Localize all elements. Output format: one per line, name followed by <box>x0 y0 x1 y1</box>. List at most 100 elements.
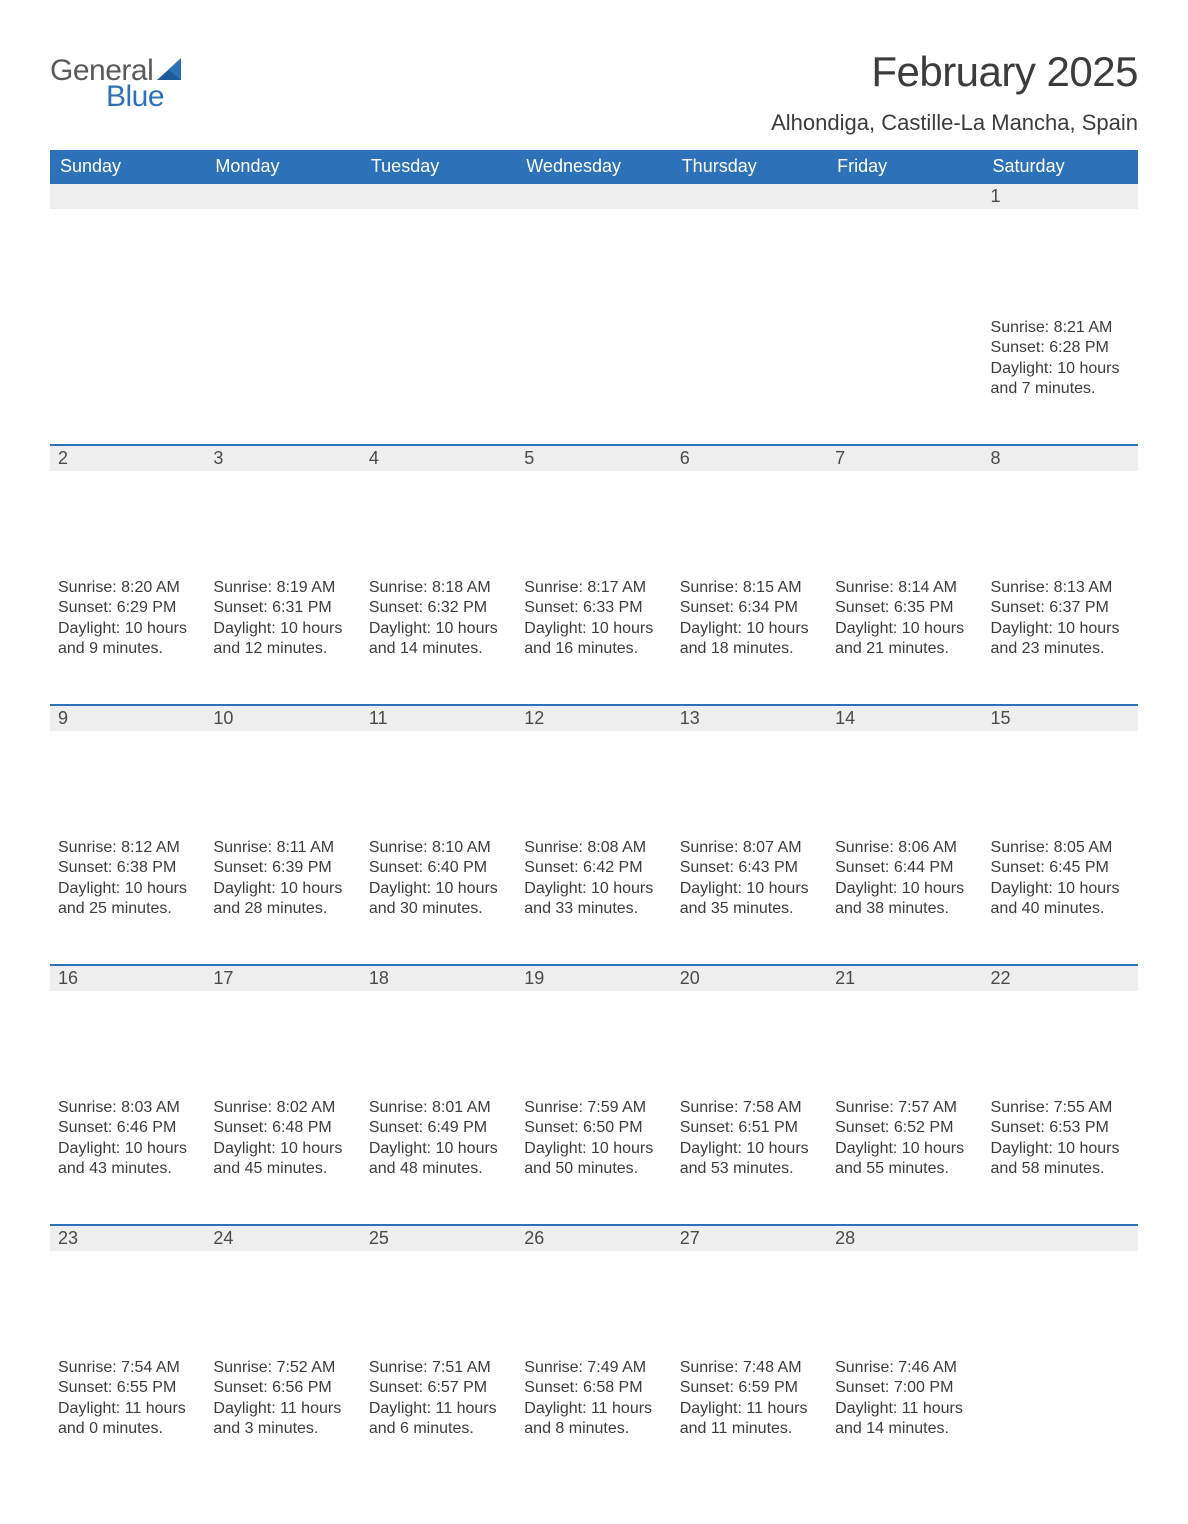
sunrise-line: Sunrise: 8:19 AM <box>213 578 352 598</box>
day-cell <box>672 314 827 444</box>
location: Alhondiga, Castille-La Mancha, Spain <box>771 110 1138 136</box>
daynum-cell: 20 <box>672 964 827 1094</box>
sunset-line: Sunset: 6:32 PM <box>369 598 508 618</box>
daynum-bar: 7 <box>827 444 982 471</box>
daynum-cell: 28 <box>827 1224 982 1354</box>
sunrise-line: Sunrise: 7:55 AM <box>991 1098 1130 1118</box>
sunset-line: Sunset: 6:55 PM <box>58 1378 197 1398</box>
day-details: Sunrise: 8:21 AMSunset: 6:28 PMDaylight:… <box>983 314 1138 414</box>
weekday-header: Wednesday <box>516 150 671 184</box>
daynum-cell: 24 <box>205 1224 360 1354</box>
week-details-row: Sunrise: 8:03 AMSunset: 6:46 PMDaylight:… <box>50 1094 1138 1224</box>
daylight-line: Daylight: 10 hours and 50 minutes. <box>524 1139 663 1180</box>
day-cell: Sunrise: 8:19 AMSunset: 6:31 PMDaylight:… <box>205 574 360 704</box>
daynum-cell: 5 <box>516 444 671 574</box>
day-details: Sunrise: 8:19 AMSunset: 6:31 PMDaylight:… <box>205 574 360 674</box>
day-cell: Sunrise: 8:01 AMSunset: 6:49 PMDaylight:… <box>361 1094 516 1224</box>
day-details: Sunrise: 8:08 AMSunset: 6:42 PMDaylight:… <box>516 834 671 934</box>
sunset-line: Sunset: 6:53 PM <box>991 1118 1130 1138</box>
sunrise-line: Sunrise: 7:51 AM <box>369 1358 508 1378</box>
day-cell <box>516 314 671 444</box>
day-cell: Sunrise: 7:51 AMSunset: 6:57 PMDaylight:… <box>361 1354 516 1484</box>
week-daynum-row: 9101112131415 <box>50 704 1138 834</box>
sunrise-line: Sunrise: 8:01 AM <box>369 1098 508 1118</box>
weekday-header: Tuesday <box>361 150 516 184</box>
sunrise-line: Sunrise: 8:12 AM <box>58 838 197 858</box>
daylight-line: Daylight: 10 hours and 18 minutes. <box>680 619 819 660</box>
daynum-bar <box>205 184 360 209</box>
day-cell: Sunrise: 8:03 AMSunset: 6:46 PMDaylight:… <box>50 1094 205 1224</box>
day-cell: Sunrise: 7:57 AMSunset: 6:52 PMDaylight:… <box>827 1094 982 1224</box>
day-details: Sunrise: 8:14 AMSunset: 6:35 PMDaylight:… <box>827 574 982 674</box>
daynum-bar: 16 <box>50 964 205 991</box>
week-details-row: Sunrise: 8:20 AMSunset: 6:29 PM Daylight:… <box>50 574 1138 704</box>
week-details-row: Sunrise: 7:54 AMSunset: 6:55 PMDaylight:… <box>50 1354 1138 1484</box>
sunset-line: Sunset: 6:52 PM <box>835 1118 974 1138</box>
sunset-line: Sunset: 6:29 PM <box>58 598 197 618</box>
daynum-bar: 25 <box>361 1224 516 1251</box>
day-details: Sunrise: 7:49 AMSunset: 6:58 PMDaylight:… <box>516 1354 671 1454</box>
daylight-line: Daylight: 10 hours and 35 minutes. <box>680 879 819 920</box>
day-cell: Sunrise: 7:48 AMSunset: 6:59 PMDaylight:… <box>672 1354 827 1484</box>
daynum-cell: 25 <box>361 1224 516 1354</box>
weekday-header: Friday <box>827 150 982 184</box>
day-cell: Sunrise: 8:20 AMSunset: 6:29 PMDaylight:… <box>50 574 205 704</box>
day-details: Sunrise: 8:18 AMSunset: 6:32 PMDaylight:… <box>361 574 516 674</box>
weekday-header-row: SundayMondayTuesdayWednesdayThursdayFrid… <box>50 150 1138 184</box>
sunrise-line: Sunrise: 8:14 AM <box>835 578 974 598</box>
daynum-cell: 18 <box>361 964 516 1094</box>
day-cell <box>361 314 516 444</box>
weekday-header: Sunday <box>50 150 205 184</box>
day-cell: Sunrise: 7:54 AMSunset: 6:55 PMDaylight:… <box>50 1354 205 1484</box>
daynum-cell <box>205 184 360 314</box>
daynum-cell <box>983 1224 1138 1354</box>
daylight-line: Daylight: 11 hours and 6 minutes. <box>369 1399 508 1440</box>
daynum-bar: 18 <box>361 964 516 991</box>
sunset-line: Sunset: 6:42 PM <box>524 858 663 878</box>
daynum-bar: 19 <box>516 964 671 991</box>
sunset-line: Sunset: 6:43 PM <box>680 858 819 878</box>
sunset-line: Sunset: 6:40 PM <box>369 858 508 878</box>
logo-text-blue: Blue <box>106 80 183 114</box>
daylight-line: Daylight: 10 hours and 25 minutes. <box>58 879 197 920</box>
daynum-cell: 4 <box>361 444 516 574</box>
daynum-cell <box>516 184 671 314</box>
sunset-line: Sunset: 6:59 PM <box>680 1378 819 1398</box>
week-daynum-row: 16171819202122 <box>50 964 1138 1094</box>
sunrise-line: Sunrise: 8:18 AM <box>369 578 508 598</box>
day-cell: Sunrise: 8:18 AMSunset: 6:32 PMDaylight:… <box>361 574 516 704</box>
daynum-cell: 21 <box>827 964 982 1094</box>
sunrise-line: Sunrise: 7:46 AM <box>835 1358 974 1378</box>
daynum-bar: 6 <box>672 444 827 471</box>
daylight-line: Daylight: 11 hours and 0 minutes. <box>58 1399 197 1440</box>
daynum-bar: 4 <box>361 444 516 471</box>
daylight-line: Daylight: 10 hours and 43 minutes. <box>58 1139 197 1180</box>
sunset-line: Sunset: 6:44 PM <box>835 858 974 878</box>
daylight-line: Daylight: 11 hours and 8 minutes. <box>524 1399 663 1440</box>
sunset-line: Sunset: 6:56 PM <box>213 1378 352 1398</box>
daynum-bar: 14 <box>827 704 982 731</box>
day-cell: Sunrise: 8:11 AMSunset: 6:39 PMDaylight:… <box>205 834 360 964</box>
daynum-cell: 3 <box>205 444 360 574</box>
daylight-line: Daylight: 10 hours and 14 minutes. <box>369 619 508 660</box>
sunset-line: Sunset: 6:48 PM <box>213 1118 352 1138</box>
sunset-line: Sunset: 6:39 PM <box>213 858 352 878</box>
daynum-bar: 11 <box>361 704 516 731</box>
day-cell: Sunrise: 8:17 AMSunset: 6:33 PMDaylight:… <box>516 574 671 704</box>
daynum-cell: 16 <box>50 964 205 1094</box>
day-details: Sunrise: 7:58 AMSunset: 6:51 PMDaylight:… <box>672 1094 827 1194</box>
day-cell <box>50 314 205 444</box>
sunrise-line: Sunrise: 8:20 AM <box>58 578 197 598</box>
sunset-line: Sunset: 6:50 PM <box>524 1118 663 1138</box>
sunset-line: Sunset: 6:37 PM <box>991 598 1130 618</box>
daynum-bar: 22 <box>983 964 1138 991</box>
sunrise-line: Sunrise: 8:05 AM <box>991 838 1130 858</box>
daynum-cell: 2 <box>50 444 205 574</box>
day-details: Sunrise: 7:55 AMSunset: 6:53 PMDaylight:… <box>983 1094 1138 1194</box>
daynum-bar: 15 <box>983 704 1138 731</box>
daynum-bar <box>983 1224 1138 1251</box>
day-cell: Sunrise: 8:08 AMSunset: 6:42 PMDaylight:… <box>516 834 671 964</box>
daynum-cell: 7 <box>827 444 982 574</box>
day-cell <box>983 1354 1138 1484</box>
daynum-cell: 27 <box>672 1224 827 1354</box>
